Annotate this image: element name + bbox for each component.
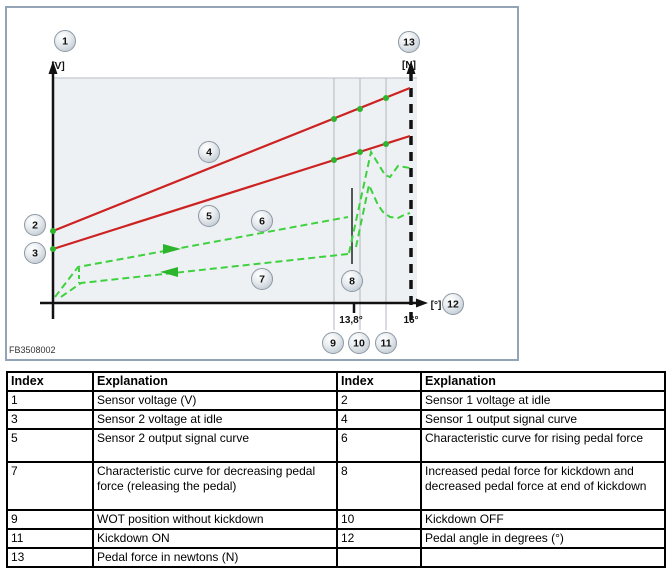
table-row: 13 Pedal force in newtons (N) <box>6 547 666 568</box>
characteristic-curve-diagram: [V] [N] [°] 13,8° 16° FB3508002 1 2 3 4 … <box>9 30 464 355</box>
figure-panel: [V] [N] [°] 13,8° 16° FB3508002 1 2 3 4 … <box>5 6 519 361</box>
callout-7: 7 <box>251 268 273 290</box>
callout-11: 11 <box>375 332 397 354</box>
explanation-cell: Kickdown ON <box>92 528 338 549</box>
index-cell: 13 <box>6 547 94 568</box>
press-direction-arrow-icon <box>163 244 181 254</box>
callout-4: 4 <box>198 141 220 163</box>
y-axis-unit-label: [V] <box>51 61 64 72</box>
callout-6: 6 <box>251 210 273 232</box>
svg-text:7: 7 <box>259 274 265 286</box>
release-direction-arrow-icon <box>160 267 178 277</box>
legend-header-row: Index Explanation Index Explanation <box>6 371 666 392</box>
explanation-cell: Sensor 2 voltage at idle <box>92 409 338 430</box>
callout-2: 2 <box>24 214 46 236</box>
callouts: 1 2 3 4 5 6 7 8 9 10 11 12 13 <box>24 30 464 354</box>
curve-markers <box>50 95 389 252</box>
explanation-cell: Sensor 1 voltage at idle <box>420 390 666 411</box>
header-index-left: Index <box>6 371 94 392</box>
index-cell <box>336 547 422 568</box>
kickdown-spike-release-path <box>355 181 411 248</box>
explanation-cell: Sensor 2 output signal curve <box>92 428 338 463</box>
figure-id-label: FB3508002 <box>9 345 56 355</box>
table-row: 5 Sensor 2 output signal curve 6 Charact… <box>6 428 666 463</box>
callout-8: 8 <box>341 270 363 292</box>
explanation-cell: Kickdown OFF <box>420 509 666 530</box>
svg-text:8: 8 <box>349 276 355 288</box>
callout-10: 10 <box>348 332 370 354</box>
index-cell: 12 <box>336 528 422 549</box>
sensor1-output-curve <box>52 86 411 233</box>
tick-label-16: 16° <box>403 315 418 326</box>
svg-text:10: 10 <box>353 338 365 350</box>
index-cell: 3 <box>6 409 94 430</box>
svg-text:9: 9 <box>330 338 336 350</box>
x-axis-arrowhead <box>416 298 428 308</box>
explanation-cell: Sensor 1 output signal curve <box>420 409 666 430</box>
index-cell: 9 <box>6 509 94 530</box>
header-index-right: Index <box>336 371 422 392</box>
explanation-cell: Pedal force in newtons (N) <box>92 547 338 568</box>
svg-text:12: 12 <box>447 299 459 311</box>
svg-text:1: 1 <box>62 36 68 48</box>
svg-text:3: 3 <box>32 248 38 260</box>
kickdown-spike-press-path <box>348 149 411 254</box>
callout-12: 12 <box>442 293 464 315</box>
explanation-cell: Characteristic curve for rising pedal fo… <box>420 428 666 463</box>
x-axis-unit-label: [°] <box>431 300 442 311</box>
index-cell: 8 <box>336 461 422 511</box>
index-cell: 5 <box>6 428 94 463</box>
index-cell: 6 <box>336 428 422 463</box>
table-row: 1 Sensor voltage (V) 2 Sensor 1 voltage … <box>6 390 666 411</box>
svg-text:5: 5 <box>206 211 212 223</box>
index-cell: 7 <box>6 461 94 511</box>
svg-text:6: 6 <box>259 216 265 228</box>
table-row: 11 Kickdown ON 12 Pedal angle in degrees… <box>6 528 666 549</box>
table-row: 7 Characteristic curve for decreasing pe… <box>6 461 666 511</box>
explanation-cell: Pedal angle in degrees (°) <box>420 528 666 549</box>
table-row: 3 Sensor 2 voltage at idle 4 Sensor 1 ou… <box>6 409 666 430</box>
legend-table: Index Explanation Index Explanation 1 Se… <box>6 371 666 568</box>
index-cell: 10 <box>336 509 422 530</box>
decreasing-pedal-force-curve <box>57 253 349 300</box>
explanation-cell: WOT position without kickdown <box>92 509 338 530</box>
callout-3: 3 <box>24 242 46 264</box>
force-axis-arrowhead <box>406 61 416 74</box>
explanation-cell <box>420 547 666 568</box>
explanation-cell: Increased pedal force for kickdown and d… <box>420 461 666 511</box>
index-cell: 4 <box>336 409 422 430</box>
header-explanation-right: Explanation <box>420 371 666 392</box>
header-explanation-left: Explanation <box>92 371 338 392</box>
svg-text:2: 2 <box>32 220 38 232</box>
table-row: 9 WOT position without kickdown 10 Kickd… <box>6 509 666 530</box>
callout-13: 13 <box>398 31 420 53</box>
svg-text:4: 4 <box>206 147 212 159</box>
callout-1: 1 <box>54 30 76 52</box>
explanation-cell: Characteristic curve for decreasing peda… <box>92 461 338 511</box>
callout-5: 5 <box>198 205 220 227</box>
sensor2-output-curve <box>52 134 411 251</box>
callout-9: 9 <box>322 332 344 354</box>
force-axis-unit-label: [N] <box>402 60 416 71</box>
index-cell: 1 <box>6 390 94 411</box>
svg-text:13: 13 <box>403 37 415 49</box>
index-cell: 2 <box>336 390 422 411</box>
rising-pedal-force-curve <box>54 216 349 298</box>
tick-label-13-8: 13,8° <box>339 315 362 326</box>
index-cell: 11 <box>6 528 94 549</box>
y-axis-arrowhead <box>48 61 58 74</box>
explanation-cell: Sensor voltage (V) <box>92 390 338 411</box>
svg-text:11: 11 <box>380 338 391 350</box>
